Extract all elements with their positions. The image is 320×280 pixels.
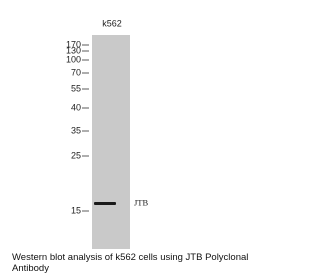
- marker-label: 35: [71, 125, 81, 135]
- marker-label: 15: [71, 205, 81, 215]
- band: [94, 202, 116, 205]
- marker-label: 70: [71, 67, 81, 77]
- marker-label: 25: [71, 150, 81, 160]
- lane: [92, 35, 130, 249]
- marker-label: 40: [71, 102, 81, 112]
- caption: Western blot analysis of k562 cells usin…: [12, 252, 282, 274]
- lane-label: k562: [102, 18, 122, 28]
- marker-label: 55: [71, 83, 81, 93]
- band-label: JTB: [134, 197, 149, 207]
- marker-label: 100: [66, 54, 81, 64]
